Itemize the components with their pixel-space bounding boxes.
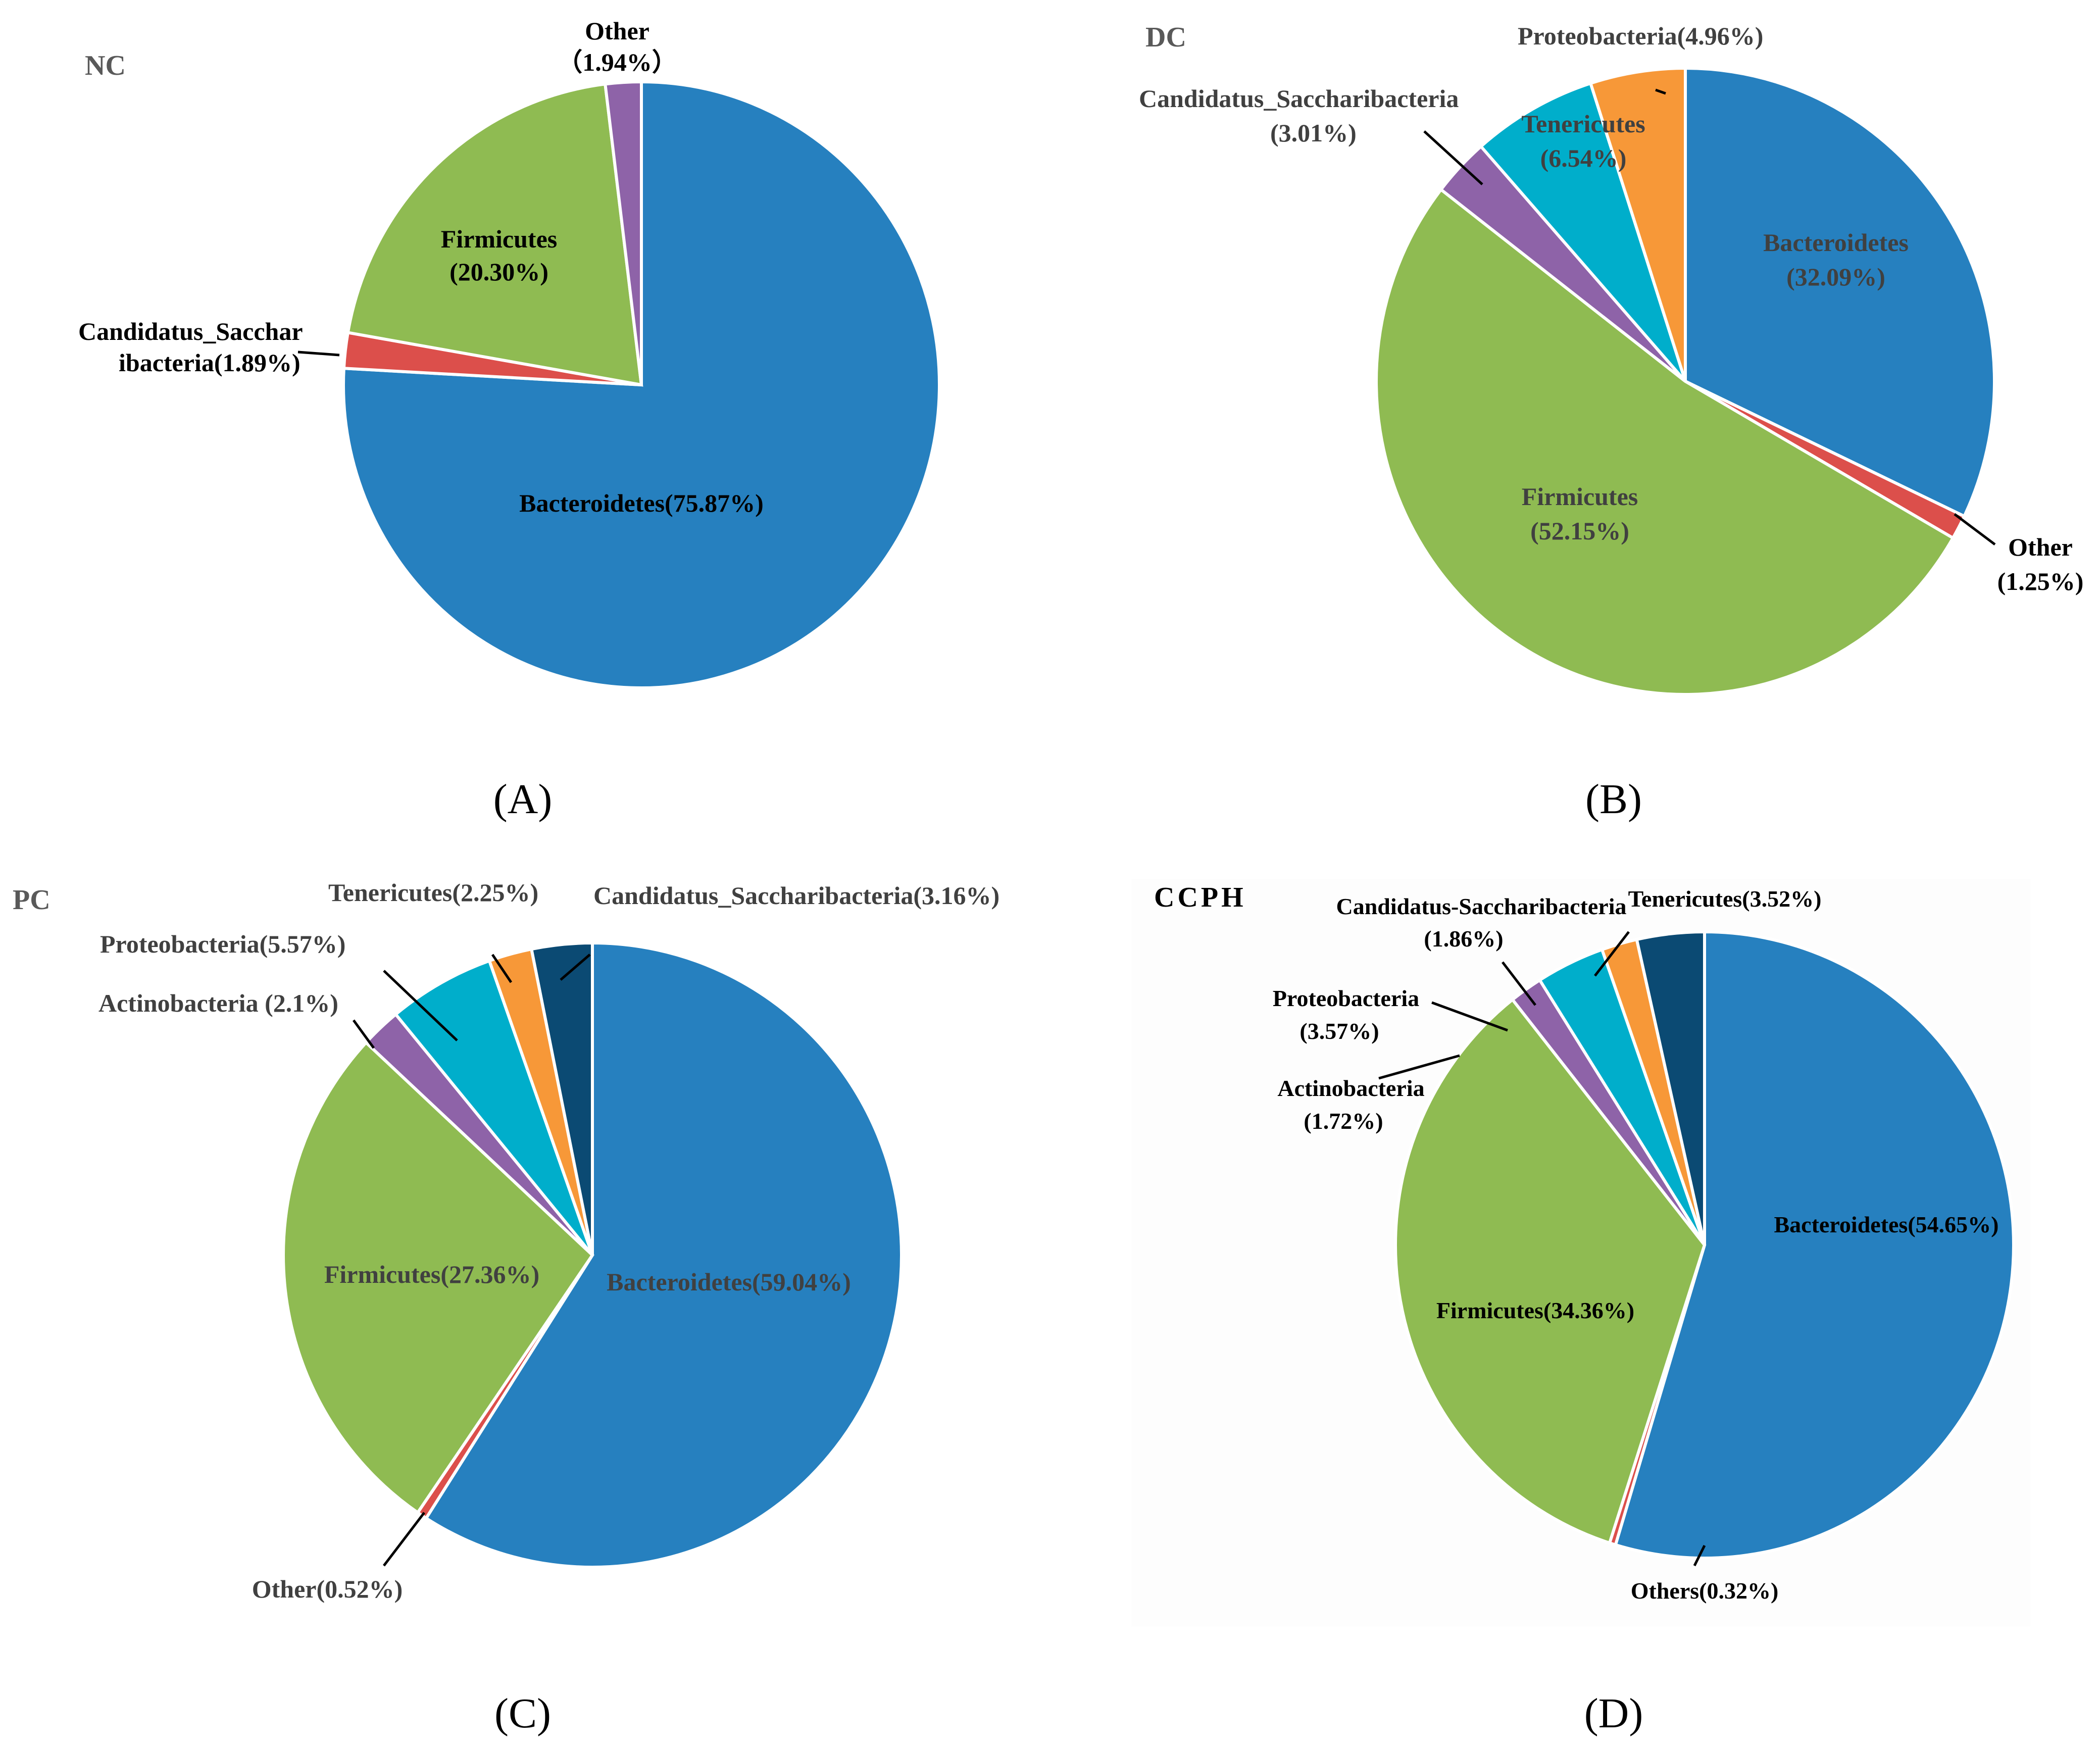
label-a-bacteroidetes: Bacteroidetes(75.87%) xyxy=(519,489,764,517)
leader-line-d-others xyxy=(1693,1544,1706,1567)
pie-slice-dc-proteobacteria xyxy=(1588,66,1687,382)
label-b-other-line2: (1.25%) xyxy=(1997,567,2084,595)
panel-letter-b: (B) xyxy=(1585,776,1642,823)
label-c-saccharibacteria: Candidatus_Saccharibacteria(3.16%) xyxy=(593,881,999,910)
label-b-firmicutes-line2: (52.15%) xyxy=(1530,517,1629,545)
label-d-tenericutes: Tenericutes(3.52%) xyxy=(1628,886,1822,912)
pie-chart-pc xyxy=(282,941,904,1569)
label-d-others: Others(0.32%) xyxy=(1631,1578,1779,1604)
leader-line-c-actinobacteria xyxy=(352,1019,375,1049)
label-c-bacteroidetes: Bacteroidetes(59.04%) xyxy=(607,1268,851,1296)
label-c-actinobacteria: Actinobacteria (2.1%) xyxy=(98,989,338,1017)
label-b-firmicutes-line1: Firmicutes xyxy=(1522,482,1638,511)
panel-letter-d: (D) xyxy=(1584,1690,1643,1737)
chart-title-ccph: CCPH xyxy=(1154,882,1246,913)
pie-slice-nc-bacteroidetes xyxy=(342,80,941,689)
label-b-bacteroidetes-line2: (32.09%) xyxy=(1786,263,1885,291)
leader-line-c-saccharibacteria xyxy=(560,954,591,981)
leader-lines xyxy=(297,88,1996,1567)
leader-line-c-tenericutes xyxy=(491,954,513,983)
leader-line-c-proteobacteria xyxy=(383,970,458,1041)
leader-line-d-proteobacteria xyxy=(1431,1001,1508,1032)
pie-slice-ccph-tenericutes xyxy=(1635,930,1706,1245)
label-d-bacteroidetes: Bacteroidetes(54.65%) xyxy=(1774,1212,1999,1237)
pie-slice-dc-tenericutes xyxy=(1479,81,1687,382)
label-d-actinobacteria-line2: (1.72%) xyxy=(1304,1108,1383,1134)
label-b-saccharibacteria-line2: (3.01%) xyxy=(1270,119,1357,147)
label-d-firmicutes: Firmicutes(34.36%) xyxy=(1436,1298,1634,1323)
label-d-actinobacteria-line1: Actinobacteria xyxy=(1277,1075,1424,1101)
label-d-saccharibacteria-line1: Candidatus-Saccharibacteria xyxy=(1336,893,1627,919)
pie-slice-nc-firmicutes xyxy=(346,82,643,387)
label-d-proteobacteria-line2: (3.57%) xyxy=(1299,1018,1379,1044)
label-a-firmicutes-line2: (20.30%) xyxy=(449,258,548,286)
label-d-proteobacteria-line1: Proteobacteria xyxy=(1273,985,1419,1011)
chart-title-nc: NC xyxy=(85,50,126,81)
leader-line-d-saccharibacteria xyxy=(1502,961,1536,1006)
leader-line-b-other xyxy=(1954,513,1996,545)
pie-slice-ccph-bacteroidetes xyxy=(1614,930,2015,1560)
leader-line-b-proteobacteria xyxy=(1655,88,1666,95)
label-b-other-line1: Other xyxy=(2008,533,2073,561)
pie-slice-pc-candidatus-saccharibacteria xyxy=(529,941,594,1256)
pie-slice-pc-bacteroidetes xyxy=(424,941,904,1569)
panel-letter-a: (A) xyxy=(493,776,553,823)
pie-slice-dc-firmicutes xyxy=(1375,187,1955,696)
chart-title-pc: PC xyxy=(13,884,51,916)
leader-line-c-other xyxy=(383,1512,425,1567)
leader-line-d-tenericutes xyxy=(1594,931,1630,977)
label-d-saccharibacteria-line2: (1.86%) xyxy=(1424,926,1503,952)
label-a-other-line1: Other xyxy=(585,17,649,45)
label-b-tenericutes-line1: Tenericutes xyxy=(1521,110,1645,138)
label-a-saccharibacteria-line2: ibacteria(1.89%) xyxy=(119,348,301,377)
label-c-other: Other(0.52%) xyxy=(252,1575,403,1603)
label-c-proteobacteria: Proteobacteria(5.57%) xyxy=(100,930,345,958)
label-c-firmicutes: Firmicutes(27.36%) xyxy=(324,1260,539,1288)
pie-chart-ccph xyxy=(1394,930,2015,1560)
pie-slice-dc-bacteroidetes xyxy=(1684,66,1996,519)
leader-line-a-saccharibacteria xyxy=(297,351,340,357)
chart-title-dc: DC xyxy=(1145,22,1186,53)
pie-slice-nc-other xyxy=(603,80,643,385)
panel-letter-c: (C) xyxy=(494,1690,551,1737)
pie-slice-ccph-firmicutes xyxy=(1394,997,1707,1545)
leader-line-d-actinobacteria xyxy=(1378,1054,1460,1080)
label-c-tenericutes: Tenericutes(2.25%) xyxy=(328,878,538,907)
label-a-firmicutes-line1: Firmicutes xyxy=(441,225,557,253)
label-b-saccharibacteria-line1: Candidatus_Saccharibacteria xyxy=(1139,84,1459,113)
pie-chart-dc xyxy=(1375,66,1996,696)
label-b-tenericutes-line2: (6.54%) xyxy=(1540,144,1627,172)
pie-slice-pc-firmicutes xyxy=(282,1040,594,1515)
label-b-bacteroidetes-line1: Bacteroidetes xyxy=(1763,228,1909,257)
label-a-saccharibacteria-line1: Candidatus_Sacchar xyxy=(78,317,303,345)
label-a-other-line2: （1.94%） xyxy=(557,48,677,76)
pie-chart-nc xyxy=(342,80,941,689)
label-b-proteobacteria: Proteobacteria(4.96%) xyxy=(1518,22,1763,50)
pie-slice-pc-proteobacteria xyxy=(393,959,594,1256)
leader-line-b-saccharibacteria xyxy=(1423,130,1483,185)
